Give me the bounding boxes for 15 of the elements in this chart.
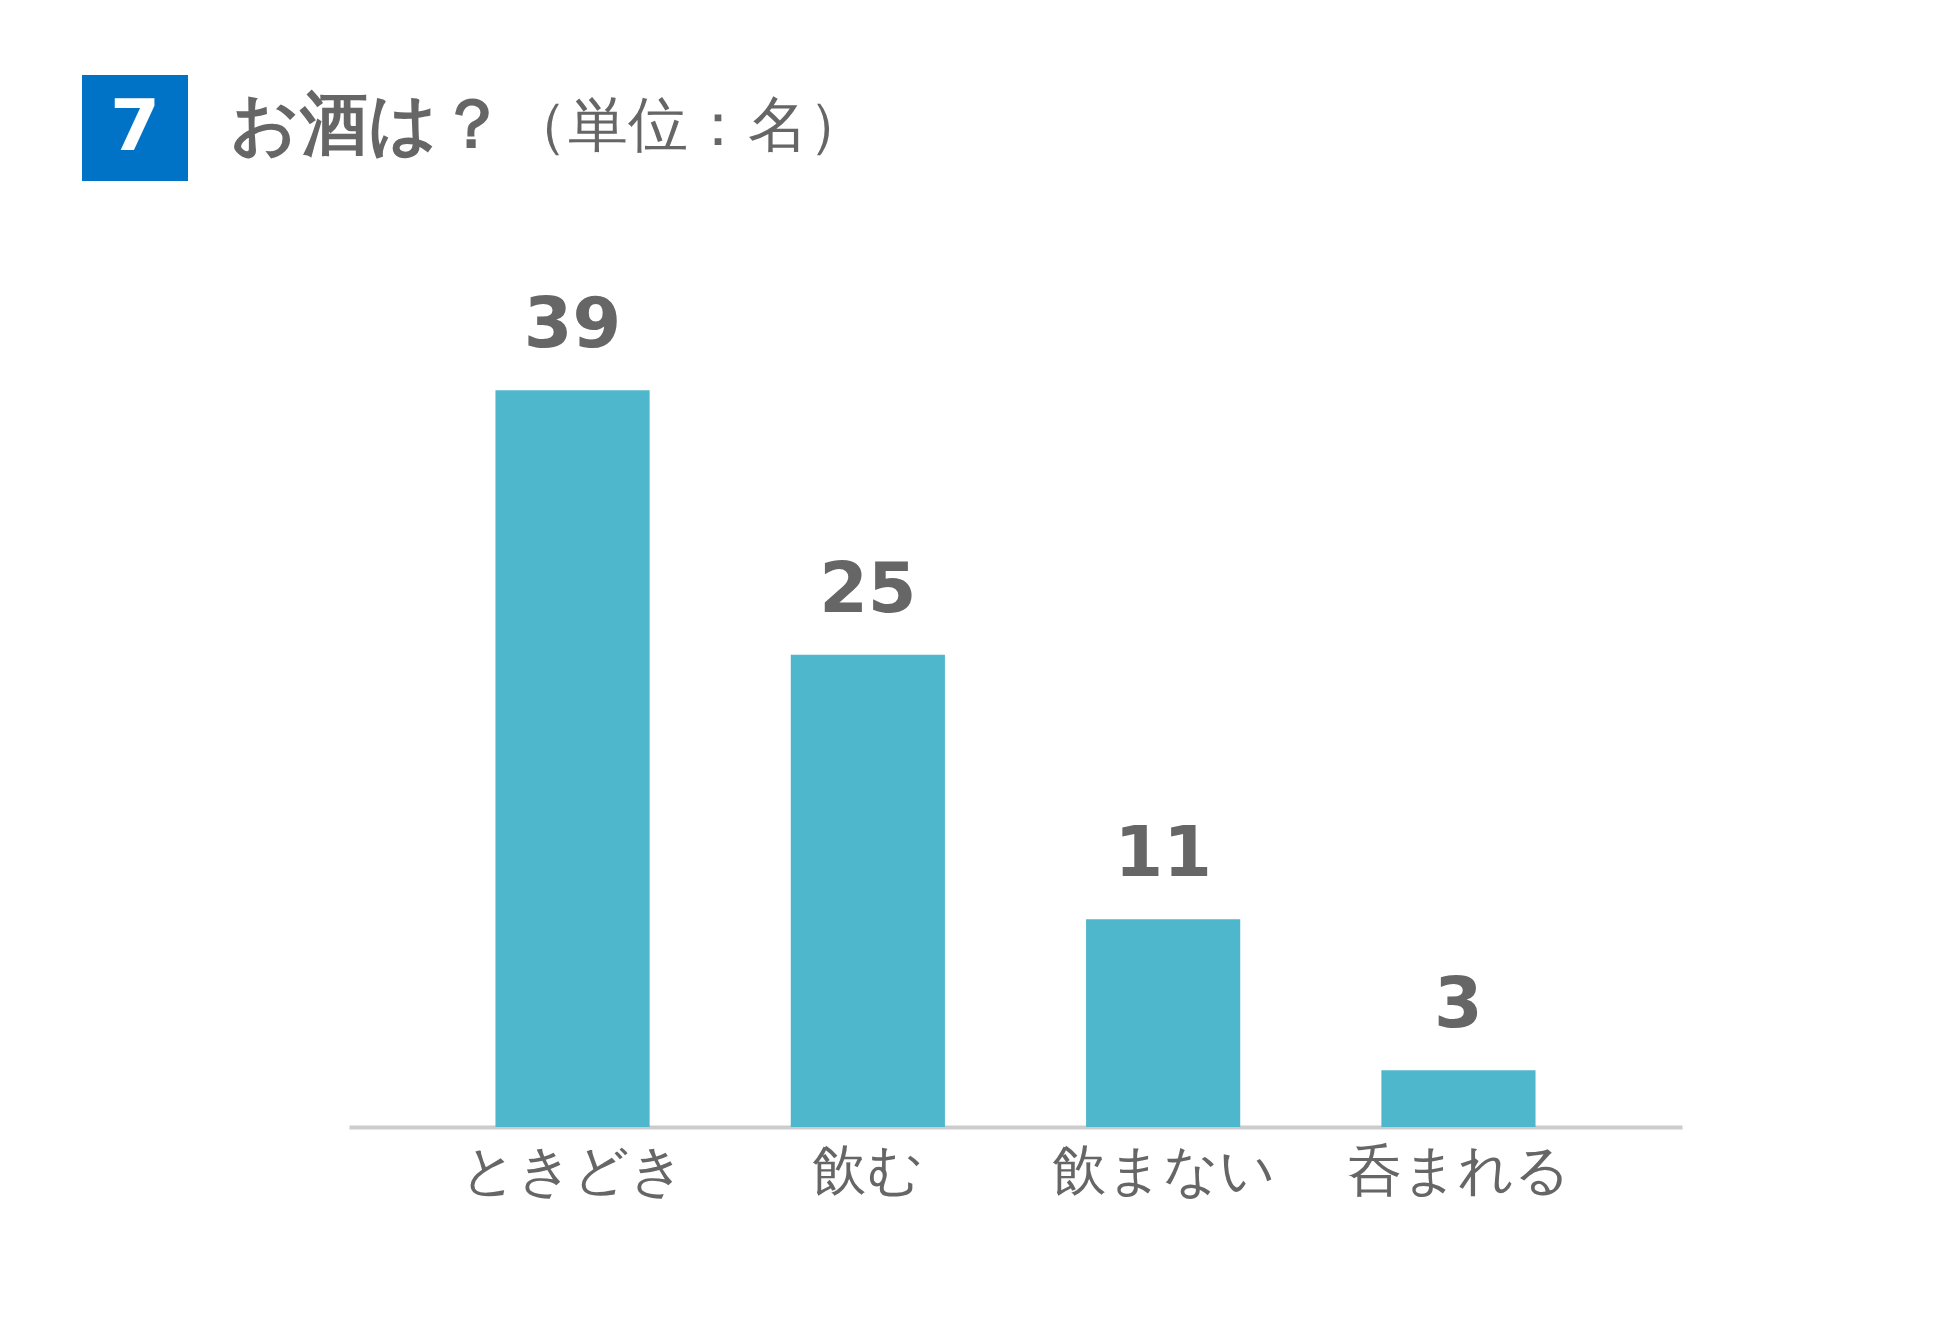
- bar: [495, 390, 650, 1127]
- chart-subtitle: （単位：名）: [508, 89, 868, 159]
- bar: [790, 654, 945, 1127]
- x-tick-label: 飲む: [812, 1137, 924, 1202]
- text: 7: [109, 83, 161, 167]
- x-tick-label: ときどき: [460, 1137, 685, 1202]
- bar: [1086, 919, 1241, 1127]
- bar: [1381, 1070, 1536, 1127]
- x-tick-label: 呑まれる: [1346, 1137, 1570, 1202]
- data-label: 39: [523, 282, 622, 365]
- data-label: 3: [1434, 962, 1483, 1045]
- data-label: 25: [819, 546, 917, 629]
- chart-title: お酒は？: [230, 84, 506, 163]
- x-tick-label: 飲まない: [1051, 1137, 1275, 1202]
- data-label: 11: [1114, 811, 1212, 894]
